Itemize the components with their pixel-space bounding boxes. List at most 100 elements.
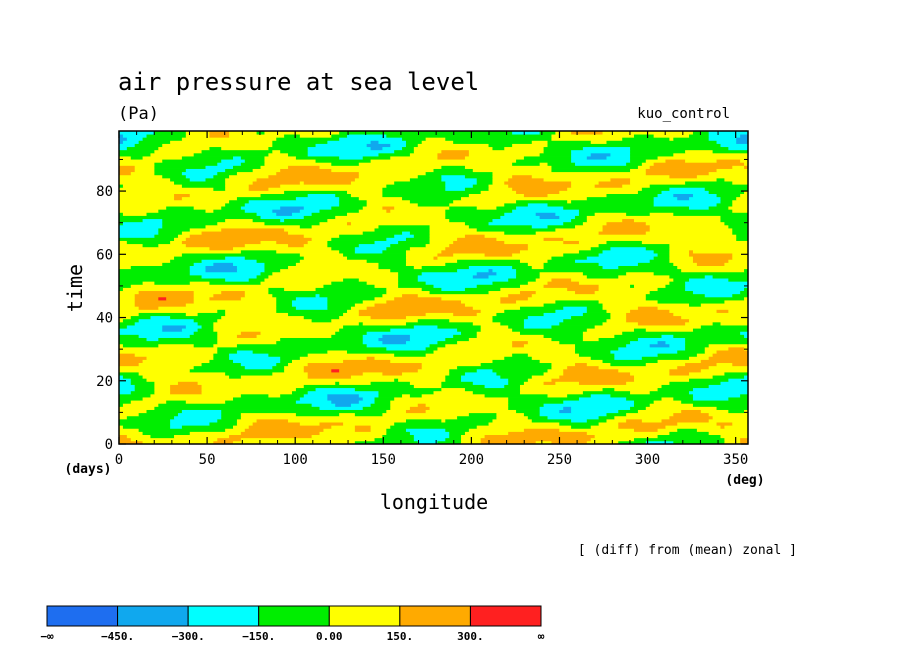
heat-cell [689, 249, 694, 254]
heat-cell [362, 334, 383, 338]
heat-cell [689, 318, 749, 323]
heat-cell [457, 365, 552, 370]
heat-cell [181, 184, 226, 188]
heat-cell [586, 309, 607, 313]
heat-cell [724, 372, 749, 376]
heat-cell [744, 268, 749, 273]
heat-cell [284, 218, 328, 223]
heat-row [119, 196, 749, 201]
heat-cell [119, 168, 136, 173]
heat-cell [685, 321, 714, 326]
heat-cell [555, 381, 580, 385]
heat-cell [126, 240, 171, 245]
heat-row [119, 231, 749, 235]
heat-row [119, 428, 749, 432]
heat-cell [233, 165, 261, 169]
heat-cell [633, 284, 666, 288]
heat-cell [441, 296, 501, 301]
heat-cell [606, 412, 627, 417]
heat-cell [685, 343, 710, 348]
heat-cell [268, 152, 289, 157]
heat-cell [417, 293, 509, 298]
heat-cell [402, 146, 415, 151]
heat-cell [119, 259, 171, 263]
heat-cell [130, 171, 155, 176]
heat-cell [119, 190, 285, 194]
heat-cell [221, 290, 246, 295]
heat-cell [429, 234, 466, 238]
heat-cell [551, 134, 635, 138]
heat-cell [354, 177, 411, 182]
heat-cell [370, 159, 517, 163]
heat-cell [449, 243, 529, 248]
heat-cell [374, 356, 505, 360]
heat-cell [708, 134, 741, 138]
heat-cell [240, 393, 269, 398]
heat-cell [677, 428, 698, 432]
heat-cell [692, 393, 741, 398]
heat-cell [429, 231, 505, 235]
heat-cell [704, 187, 749, 191]
heat-cell [347, 134, 387, 138]
heat-cell [307, 353, 395, 357]
heat-cell [551, 440, 588, 445]
heat-cell [280, 206, 305, 210]
heat-cell [248, 278, 265, 282]
heat-cell [437, 152, 470, 157]
colorbar-label: −150. [242, 630, 275, 643]
heat-cell [362, 231, 403, 235]
heat-cell [386, 300, 462, 304]
heat-cell [516, 206, 564, 210]
heat-cell [177, 412, 222, 417]
heat-cell [598, 243, 670, 248]
y-axis-units: (days) [65, 462, 112, 477]
heat-cell [402, 393, 411, 398]
heat-cell [630, 177, 717, 182]
heat-cell [523, 412, 541, 417]
heat-cell [476, 181, 493, 185]
heat-cell [535, 440, 552, 445]
heat-cell [716, 350, 749, 354]
heat-cell [311, 224, 379, 229]
heat-cell [700, 303, 749, 307]
heat-cell [358, 309, 482, 313]
heat-cell [563, 400, 635, 404]
heat-cell [358, 278, 399, 282]
heat-cell [586, 274, 619, 279]
heat-cell [657, 300, 725, 304]
heat-cell [708, 431, 749, 436]
heat-cell [264, 156, 297, 160]
heat-cell [547, 393, 568, 398]
heat-cell [555, 228, 603, 232]
heat-cell [185, 325, 202, 329]
colorbar-swatch [258, 605, 330, 627]
heat-cell [130, 378, 147, 382]
heat-cell [370, 146, 383, 151]
heat-cell [421, 271, 478, 276]
heat-cell [174, 181, 226, 185]
heat-cell [221, 159, 246, 163]
heat-cell [119, 281, 143, 285]
heat-cell [441, 381, 474, 385]
heat-cell [512, 143, 548, 148]
heat-cell [119, 149, 155, 154]
heat-cell [154, 131, 187, 135]
heat-cell [378, 393, 403, 398]
heat-cell [158, 343, 195, 348]
heat-cell [225, 177, 257, 182]
heat-cell [512, 209, 580, 213]
heat-cell [358, 243, 391, 248]
heat-cell [386, 431, 411, 436]
heat-cell [358, 196, 403, 201]
heat-cell [307, 362, 423, 367]
heat-cell [244, 159, 265, 163]
heat-cell [449, 206, 478, 210]
heat-cell [618, 265, 678, 270]
heat-cell [618, 346, 686, 351]
heat-cell [543, 284, 600, 288]
heat-cell [170, 315, 222, 320]
heat-cell [523, 381, 544, 385]
heat-cell [704, 274, 714, 279]
heat-cell [146, 409, 183, 414]
heat-cell [244, 209, 273, 213]
